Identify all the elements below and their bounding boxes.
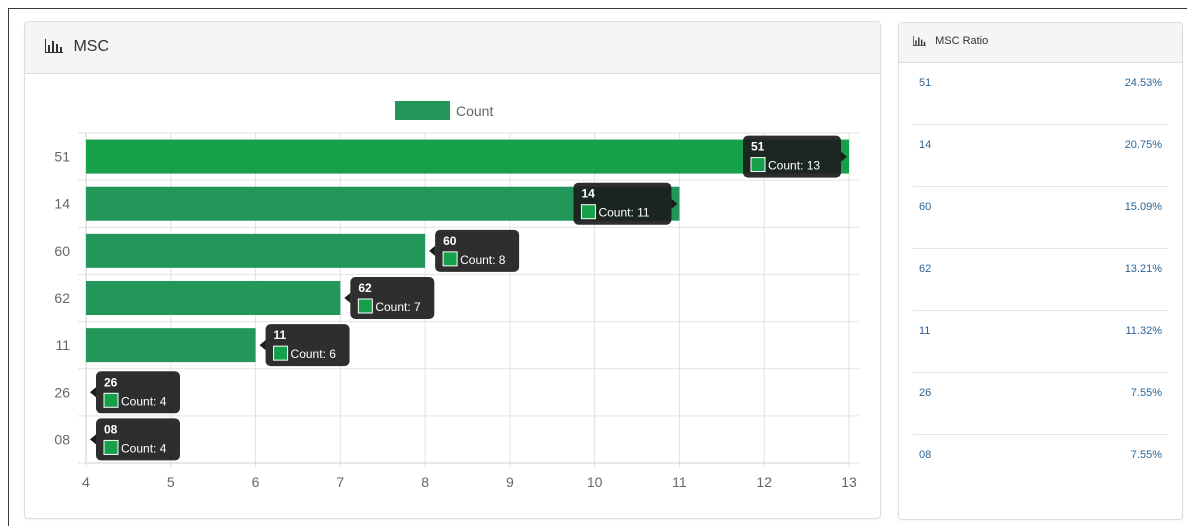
- ratio-item: 11 11.32%: [913, 311, 1168, 373]
- tooltip-value: Count: 7: [375, 300, 421, 314]
- ratio-item: 51 24.53%: [913, 63, 1168, 125]
- tooltip-value: Count: 4: [121, 441, 167, 455]
- ratio-item-label[interactable]: 11: [919, 325, 931, 337]
- x-tick-label: 6: [252, 474, 260, 490]
- tooltip-box: [573, 182, 672, 225]
- tooltip-swatch: [750, 157, 766, 173]
- tooltip-value: Count: 11: [598, 206, 649, 220]
- y-tick-label: 51: [54, 149, 70, 165]
- ratio-item-value: 24.53%: [1124, 77, 1162, 89]
- ratio-item: 14 20.75%: [913, 125, 1168, 187]
- x-tick-label: 9: [506, 474, 514, 490]
- x-tick-label: 12: [756, 474, 772, 490]
- y-tick-label: 08: [54, 431, 70, 447]
- tooltip-swatch: [580, 204, 596, 220]
- tooltip-title: 11: [274, 328, 287, 342]
- tooltip-swatch: [442, 251, 458, 267]
- ratio-item-value: 15.09%: [1124, 201, 1162, 213]
- ratio-item: 26 7.55%: [913, 373, 1168, 435]
- x-tick-label: 8: [421, 474, 429, 490]
- x-tick-label: 4: [82, 474, 90, 490]
- tooltip-title: 26: [104, 375, 118, 389]
- ratio-list: 51 24.53% 14 20.75% 60 15.09% 62 13.21% …: [899, 63, 1182, 497]
- tooltip-title: 60: [443, 234, 457, 248]
- legend-swatch: [395, 101, 450, 120]
- tooltip-title: 14: [581, 187, 595, 201]
- ratio-item-label[interactable]: 26: [919, 387, 932, 399]
- tooltip-box: [743, 135, 841, 178]
- ratio-item-value: 11.32%: [1125, 325, 1163, 337]
- ratio-item-label[interactable]: 08: [919, 449, 932, 461]
- x-tick-label: 11: [672, 474, 687, 490]
- tooltip-swatch: [103, 392, 119, 408]
- bar: [86, 328, 256, 363]
- x-tick-label: 7: [336, 474, 344, 490]
- x-tick-label: 10: [587, 474, 603, 490]
- tooltip-swatch: [273, 345, 289, 361]
- y-tick-label: 26: [54, 384, 70, 400]
- tooltip-caret: [259, 340, 266, 351]
- tooltip-title: 08: [104, 422, 118, 436]
- tooltip-title: 62: [358, 281, 372, 295]
- ratio-item: 08 7.55%: [913, 435, 1168, 497]
- y-tick-label: 11: [55, 337, 70, 353]
- msc-ratio-title: MSC Ratio: [935, 35, 989, 47]
- x-tick-label: 5: [167, 474, 175, 490]
- y-tick-label: 14: [54, 196, 70, 212]
- tooltip-value: Count: 8: [460, 253, 506, 267]
- ratio-item-label[interactable]: 51: [919, 77, 932, 89]
- ratio-item-value: 20.75%: [1124, 139, 1162, 151]
- tooltip-caret: [90, 434, 96, 445]
- ratio-item-label[interactable]: 62: [919, 263, 932, 275]
- ratio-item-value: 7.55%: [1130, 387, 1162, 399]
- ratio-item-label[interactable]: 14: [919, 139, 932, 151]
- tooltip-swatch: [103, 439, 119, 455]
- msc-panel-heading: MSC: [25, 22, 880, 74]
- bar-chart-icon: [45, 39, 63, 58]
- tooltip-caret: [90, 387, 96, 398]
- bar: [86, 233, 426, 268]
- bar: [86, 281, 341, 315]
- ratio-item-label[interactable]: 60: [919, 201, 932, 213]
- ratio-item: 62 13.21%: [913, 249, 1168, 311]
- y-tick-label: 62: [54, 290, 70, 306]
- bar-chart-icon: [913, 36, 926, 49]
- msc-ratio-heading: MSC Ratio: [899, 23, 1182, 63]
- tooltip-value: Count: 6: [291, 347, 337, 361]
- tooltip-caret: [344, 293, 351, 303]
- legend-label: Count: [456, 103, 493, 119]
- tooltip-caret: [671, 198, 678, 209]
- ratio-item-value: 13.21%: [1124, 263, 1162, 275]
- tooltip-value: Count: 13: [768, 159, 820, 173]
- msc-ratio-panel: MSC Ratio 51 24.53% 14 20.75% 60 15.09% …: [898, 22, 1183, 520]
- bar: [86, 139, 849, 174]
- x-tick-label: 13: [841, 474, 857, 490]
- ratio-item: 60 15.09%: [913, 187, 1168, 249]
- window-frame: [8, 8, 1187, 526]
- tooltip-title: 51: [751, 140, 765, 154]
- tooltip-swatch: [357, 298, 373, 314]
- msc-panel-title: MSC: [73, 38, 110, 55]
- tooltip-caret: [841, 151, 847, 162]
- tooltip-caret: [429, 245, 436, 256]
- ratio-item-value: 7.55%: [1130, 449, 1162, 461]
- y-tick-label: 60: [54, 243, 70, 259]
- tooltip-value: Count: 4: [121, 394, 167, 408]
